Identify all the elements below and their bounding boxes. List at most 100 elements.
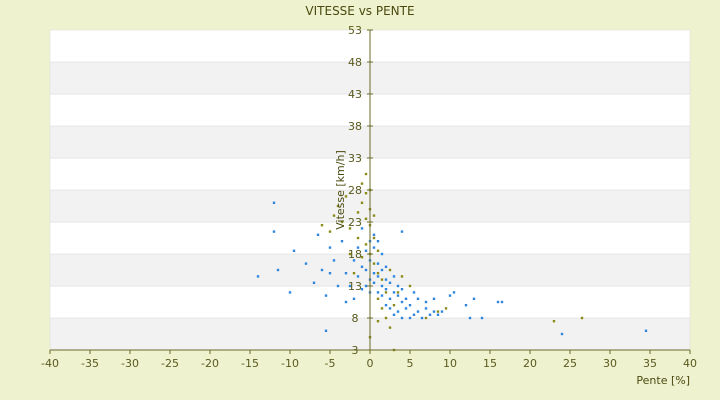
data-point	[276, 268, 280, 272]
x-tick-label: 35	[643, 357, 657, 370]
data-point	[400, 288, 404, 291]
data-point	[304, 262, 308, 265]
data-point	[312, 281, 316, 284]
data-point	[388, 268, 392, 272]
data-point	[424, 307, 428, 310]
data-point	[380, 278, 384, 281]
data-point	[332, 259, 336, 262]
data-point	[288, 291, 292, 294]
data-point	[352, 272, 356, 275]
data-point	[384, 265, 388, 268]
x-tick-label: 15	[483, 357, 497, 370]
data-point	[272, 230, 276, 233]
y-axis-title: Vitesse [km/h]	[334, 150, 347, 230]
data-point	[352, 297, 356, 300]
data-point	[376, 240, 380, 243]
data-point	[316, 233, 320, 236]
data-point	[372, 246, 376, 249]
y-tick-label: 3	[352, 344, 359, 357]
data-point	[344, 300, 348, 304]
x-tick-label: -15	[241, 357, 259, 370]
data-point	[384, 278, 388, 281]
x-axis-title: Pente [%]	[636, 374, 690, 387]
data-point	[352, 259, 356, 262]
data-point	[380, 294, 384, 297]
data-point	[424, 300, 428, 304]
x-tick-label: -40	[41, 357, 59, 370]
x-tick-label: -30	[121, 357, 139, 370]
data-point	[348, 252, 352, 256]
x-tick-label: -25	[161, 357, 179, 370]
data-point	[344, 272, 348, 275]
data-point	[412, 313, 416, 316]
x-tick-label: 20	[523, 357, 537, 370]
data-point	[392, 275, 396, 278]
data-point	[396, 294, 400, 297]
y-tick-label: 18	[348, 248, 362, 261]
data-point	[388, 326, 392, 329]
data-point	[356, 236, 360, 240]
data-point	[552, 320, 556, 323]
data-point	[360, 265, 364, 268]
data-point	[404, 307, 408, 310]
data-point	[436, 310, 440, 313]
data-point	[392, 313, 396, 316]
data-point	[364, 192, 368, 195]
x-tick-label: -35	[81, 357, 99, 370]
data-point	[256, 275, 260, 278]
data-point	[360, 182, 364, 185]
data-point	[376, 249, 380, 252]
data-point	[416, 310, 420, 313]
data-point	[380, 268, 384, 272]
x-tick-label: -10	[281, 357, 299, 370]
data-point	[356, 246, 360, 249]
data-point	[364, 249, 368, 252]
data-point	[424, 316, 428, 320]
data-point	[428, 313, 432, 316]
data-point	[384, 291, 388, 294]
data-point	[328, 230, 332, 233]
data-point	[452, 291, 456, 294]
data-point	[364, 268, 368, 272]
data-point	[560, 332, 564, 336]
y-tick-label: 28	[348, 184, 362, 197]
y-tick-label: 13	[348, 280, 362, 293]
data-point	[408, 304, 412, 307]
data-point	[372, 272, 376, 275]
data-point	[272, 201, 276, 204]
data-point	[384, 288, 388, 291]
data-point	[396, 310, 400, 313]
data-point	[340, 240, 344, 243]
x-tick-label: -20	[201, 357, 219, 370]
data-point	[480, 316, 484, 320]
data-point	[376, 297, 380, 300]
data-point	[360, 227, 364, 230]
data-point	[400, 230, 404, 233]
data-point	[376, 275, 380, 278]
data-point	[376, 320, 380, 323]
data-point	[364, 217, 368, 220]
y-tick-label: 53	[348, 24, 362, 37]
data-point	[360, 288, 364, 291]
data-point	[348, 227, 352, 230]
data-point	[400, 316, 404, 320]
data-point	[376, 291, 380, 294]
data-point	[356, 211, 360, 214]
data-point	[416, 297, 420, 300]
data-point	[364, 172, 368, 176]
x-tick-label: 40	[683, 357, 697, 370]
data-point	[376, 262, 380, 265]
data-point	[396, 291, 400, 294]
data-point	[396, 284, 400, 288]
data-point	[372, 214, 376, 217]
data-point	[388, 281, 392, 284]
data-point	[356, 275, 360, 278]
data-point	[580, 316, 584, 320]
data-point	[340, 220, 344, 224]
data-point	[496, 300, 500, 304]
data-point	[400, 275, 404, 278]
data-point	[348, 284, 352, 288]
data-point	[344, 195, 348, 198]
